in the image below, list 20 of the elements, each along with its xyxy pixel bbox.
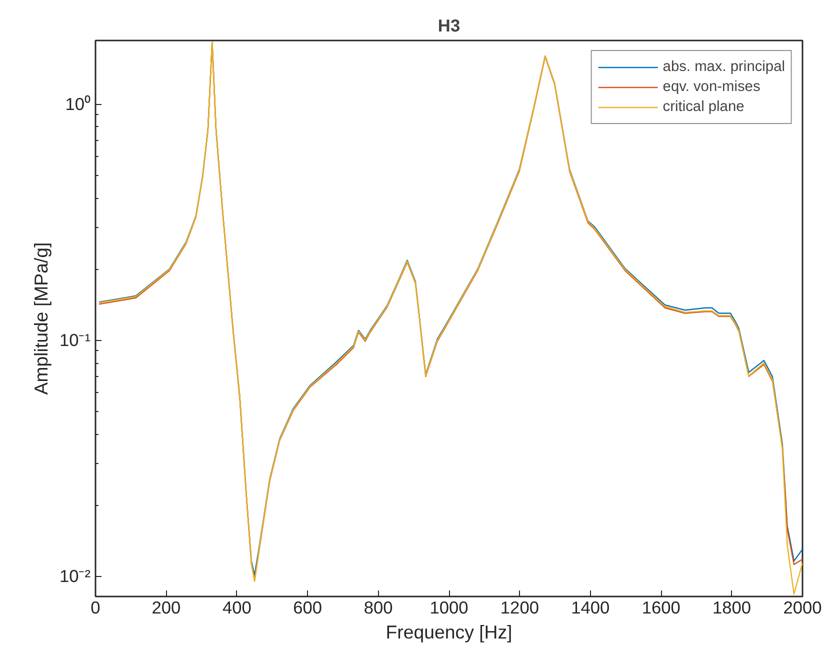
- x-axis-title: Frequency [Hz]: [386, 622, 512, 642]
- x-tick-label: 600: [293, 598, 322, 618]
- legend-label: eqv. von-mises: [662, 79, 760, 95]
- y-axis-title: Amplitude [MPa/g]: [30, 242, 52, 395]
- x-tick-label: 200: [152, 598, 181, 618]
- x-tick-label: 400: [222, 598, 252, 618]
- x-tick-label: 2000: [783, 598, 822, 618]
- legend-label: critical plane: [662, 99, 744, 115]
- x-tick-label: 0: [90, 598, 100, 618]
- x-tick-label: 1000: [430, 598, 468, 618]
- legend-label: abs. max. principal: [662, 59, 785, 75]
- chart-title: H3: [438, 16, 460, 36]
- y-tick-label: 10⁻¹: [59, 330, 91, 350]
- y-tick-label: 10⁰: [65, 94, 91, 114]
- x-tick-label: 1600: [642, 598, 680, 618]
- x-tick-label: 1200: [500, 598, 539, 618]
- x-tick-label: 1800: [712, 598, 752, 618]
- y-tick-label: 10⁻²: [59, 566, 91, 586]
- x-tick-label: 1400: [571, 598, 610, 618]
- x-tick-label: 800: [364, 598, 393, 618]
